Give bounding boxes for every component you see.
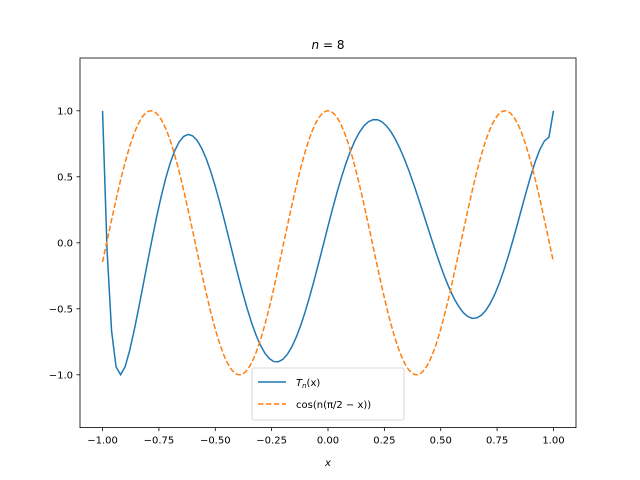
x-axis-label: x	[324, 458, 331, 469]
x-tick-label: 1.00	[542, 436, 564, 447]
chart-title-var: n	[312, 38, 320, 52]
legend-label-tn-sub: n	[302, 382, 306, 390]
y-tick-label: 0.0	[57, 238, 73, 249]
legend-label-tn-main: T	[296, 378, 303, 389]
legend-box	[251, 367, 405, 421]
x-tick-label: 0.50	[430, 436, 452, 447]
x-tick-label: −0.25	[256, 436, 287, 447]
x-tick-label: −0.75	[144, 436, 175, 447]
y-tick-label: −0.5	[49, 304, 73, 315]
chart-title: n = 8	[312, 38, 345, 52]
y-tick-label: 0.5	[57, 172, 73, 183]
plot-area	[101, 110, 555, 377]
legend-label-tn-rest: (x)	[307, 378, 321, 389]
legend: Tn(x) cos(n(π/2 − x))	[251, 367, 405, 421]
chart-title-rest: = 8	[319, 38, 344, 52]
series-line-cos	[101, 110, 555, 376]
series-line-tn	[101, 110, 555, 377]
legend-label-tn: Tn(x)	[296, 378, 320, 390]
y-tick-label: −1.0	[49, 370, 73, 381]
x-tick-label: 0.00	[317, 436, 339, 447]
x-tick-label: −0.50	[200, 436, 231, 447]
x-tick-label: −1.00	[87, 436, 118, 447]
x-tick-label: 0.25	[373, 436, 395, 447]
legend-label-cos: cos(n(π/2 − x))	[296, 400, 371, 411]
x-tick-label: 0.75	[486, 436, 508, 447]
ticks: −1.00 −0.75 −0.50 −0.25 0.00 0.25 0.50 0.75 1.00…	[49, 106, 565, 446]
y-tick-label: 1.0	[57, 106, 73, 117]
